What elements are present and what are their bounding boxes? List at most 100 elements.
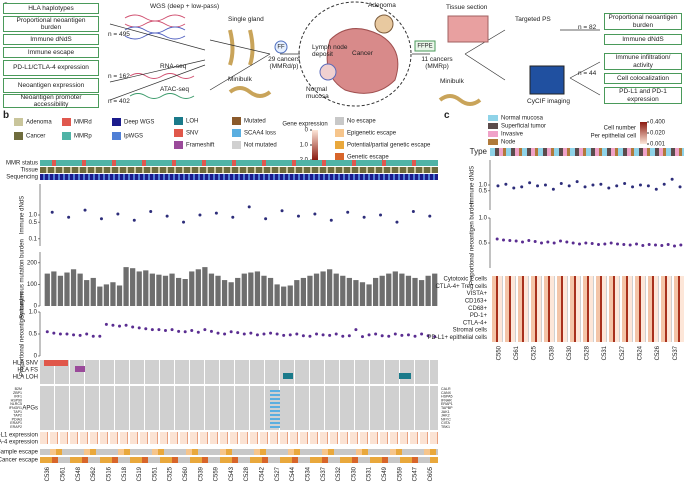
sample-label: C561 xyxy=(61,466,67,481)
y-tick-label: 0.1 xyxy=(29,236,38,242)
row-label: VISTA+ xyxy=(467,291,488,297)
column-label: C525 xyxy=(532,345,538,360)
tissue-label: Normal mucosa xyxy=(306,86,329,100)
point xyxy=(216,331,220,335)
sample-label: C559 xyxy=(214,466,220,481)
bar xyxy=(254,271,261,306)
bar xyxy=(392,271,398,306)
legend-label: Cancer xyxy=(26,134,45,140)
point xyxy=(321,333,325,337)
point xyxy=(426,334,430,338)
legend-label: SNV xyxy=(186,131,198,137)
point xyxy=(571,241,575,245)
bar xyxy=(103,284,110,306)
bar xyxy=(149,273,155,306)
legend-label: Invasive xyxy=(501,132,524,138)
sample-escape-track xyxy=(40,449,438,455)
gene-label: HSP90 xyxy=(11,398,22,402)
n-label: n = 44 xyxy=(578,70,597,77)
method-box: Immune dNdS xyxy=(3,34,99,45)
point xyxy=(673,244,676,248)
hla-loh-block xyxy=(399,373,411,379)
result-box: Immune infiltration/ activity xyxy=(604,53,682,70)
point xyxy=(229,330,233,334)
point xyxy=(329,218,333,222)
point xyxy=(662,182,666,186)
sample-label: C543 xyxy=(229,466,235,481)
minibulk-label: Minibulk xyxy=(228,76,252,83)
bar xyxy=(353,280,359,306)
point xyxy=(597,243,600,246)
point xyxy=(83,208,87,212)
point xyxy=(275,332,279,336)
point xyxy=(78,333,82,337)
point xyxy=(552,241,556,245)
minibulk-icon xyxy=(228,86,272,98)
bar xyxy=(182,279,188,306)
sample-label: C605 xyxy=(428,466,434,481)
dna-icon xyxy=(124,14,186,28)
gradient-tick-label: 0 xyxy=(305,128,309,134)
bar xyxy=(379,275,385,306)
bar xyxy=(386,273,392,306)
gradient-tick-label: 1.0 xyxy=(300,143,309,149)
assay-label: WGS (deep + low-pass) xyxy=(150,3,220,10)
y-tick-label: 0.5 xyxy=(29,220,38,226)
bar xyxy=(307,275,313,306)
bar xyxy=(261,275,267,306)
point xyxy=(565,240,569,244)
sample-label: C519 xyxy=(137,466,143,481)
point xyxy=(508,239,512,242)
bar xyxy=(287,285,293,306)
sample-label: C537 xyxy=(321,466,327,481)
point xyxy=(183,330,187,334)
column-label: C531 xyxy=(602,345,608,360)
bar xyxy=(175,277,182,306)
bar xyxy=(70,269,77,306)
track-label: Cancer escape xyxy=(0,458,39,464)
row-label: CTLA-4+ xyxy=(463,320,488,326)
result-box: Cell colocalization xyxy=(604,73,682,84)
point xyxy=(502,238,505,242)
point xyxy=(190,328,194,332)
legend-label: MMRp xyxy=(74,134,92,140)
minibulk-label: Minibulk xyxy=(440,78,464,85)
bar xyxy=(405,275,412,306)
legend-label: Mutated xyxy=(244,119,266,125)
bar xyxy=(123,267,129,306)
sample-label: C527 xyxy=(275,466,281,481)
track-label: CTLA-4 expression xyxy=(0,440,38,446)
point xyxy=(495,237,499,241)
point xyxy=(616,242,619,246)
point xyxy=(379,213,383,217)
point xyxy=(433,335,437,339)
point xyxy=(590,242,594,245)
point xyxy=(635,242,638,246)
gene-label: ERAP2 xyxy=(10,425,22,429)
track-label: APGs xyxy=(22,406,38,412)
point xyxy=(504,182,508,186)
scale-subtitle: Per epithelial cell xyxy=(591,134,636,140)
gene-label: CANX xyxy=(441,391,452,395)
gland-label: Single gland xyxy=(228,16,264,23)
row-label: CTLA-4+ Treg cells xyxy=(435,284,487,290)
sample-label: C547 xyxy=(413,466,419,481)
sequencing-track xyxy=(40,174,438,180)
sample-label: C528 xyxy=(244,466,250,481)
point xyxy=(280,209,284,213)
gene-label: TBK1 xyxy=(441,425,450,429)
sample-label: C525 xyxy=(168,466,174,481)
y-tick-label: 1.0 xyxy=(479,216,488,222)
point xyxy=(393,332,397,336)
point xyxy=(170,328,174,332)
sample-label: C531 xyxy=(367,466,373,481)
bar xyxy=(130,268,136,306)
point xyxy=(551,187,555,191)
gradient-bar xyxy=(312,130,318,160)
column-label: C550 xyxy=(496,345,502,360)
mmr-track xyxy=(40,160,438,166)
sample-label: C560 xyxy=(183,466,189,481)
point xyxy=(400,333,404,337)
result-box: Proportional neoantigen burden xyxy=(604,13,682,30)
